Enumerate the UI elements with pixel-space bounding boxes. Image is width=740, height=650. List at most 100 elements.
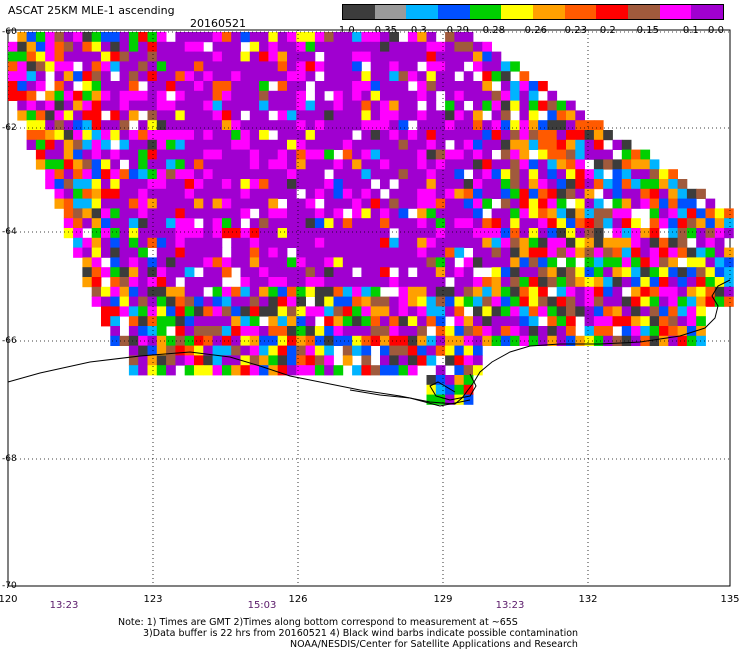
data-cell [389, 90, 399, 101]
data-cell [659, 179, 669, 190]
data-cell [296, 179, 306, 190]
data-cell [128, 218, 139, 229]
data-cell [287, 120, 297, 131]
data-cell [528, 208, 539, 219]
data-cell [203, 159, 213, 170]
data-cell [35, 100, 46, 111]
data-cell [221, 198, 232, 209]
data-cell [184, 306, 195, 317]
data-cell [473, 355, 483, 366]
data-cell [203, 277, 213, 288]
data-cell [389, 355, 399, 366]
data-cell [705, 237, 716, 248]
data-cell [417, 277, 427, 288]
data-cell [156, 61, 167, 72]
data-cell [649, 286, 660, 297]
data-cell [649, 267, 660, 278]
data-cell [305, 179, 316, 190]
data-cell [175, 247, 186, 258]
data-cell [63, 51, 74, 62]
data-cell [91, 257, 102, 268]
data-cell [575, 188, 585, 199]
data-cell [296, 218, 306, 229]
data-cell [426, 277, 437, 288]
data-cell [473, 306, 483, 317]
data-cell [249, 90, 260, 101]
data-cell [212, 159, 223, 170]
data-cell [370, 228, 381, 239]
data-cell [221, 208, 232, 219]
data-cell [166, 139, 176, 150]
data-cell [500, 237, 511, 248]
data-cell [259, 100, 269, 111]
data-cell [668, 306, 678, 317]
data-cell [73, 110, 83, 121]
data-cell [370, 335, 381, 346]
data-cell [621, 326, 632, 337]
data-cell [184, 169, 195, 180]
data-cell [249, 228, 260, 239]
data-cell [417, 51, 427, 62]
data-cell [370, 188, 381, 199]
data-cell [649, 208, 660, 219]
data-cell [324, 267, 334, 278]
data-cell [398, 237, 409, 248]
data-cell [705, 257, 716, 268]
data-cell [463, 365, 474, 376]
data-cell [184, 61, 195, 72]
data-cell [287, 130, 297, 141]
data-cell [73, 169, 83, 180]
data-cell [147, 257, 158, 268]
data-cell [407, 355, 418, 366]
data-cell [380, 120, 390, 131]
data-cell [212, 277, 223, 288]
data-cell [556, 188, 567, 199]
data-cell [538, 247, 548, 258]
data-cell [333, 198, 344, 209]
data-cell [110, 169, 120, 180]
data-cell [566, 110, 576, 121]
data-cell [305, 139, 316, 150]
data-cell [454, 228, 465, 239]
data-cell [361, 130, 372, 141]
data-cell [342, 198, 353, 209]
data-cell [528, 218, 539, 229]
data-cell [370, 316, 381, 327]
data-cell [296, 296, 306, 307]
data-cell [686, 286, 697, 297]
data-cell [203, 100, 213, 111]
data-cell [621, 247, 632, 258]
data-cell [175, 306, 186, 317]
data-cell [212, 71, 223, 82]
data-cell [305, 188, 316, 199]
data-cell [649, 257, 660, 268]
data-cell [454, 32, 465, 43]
data-cell [435, 316, 446, 327]
data-cell [426, 375, 437, 386]
data-cell [119, 286, 130, 297]
data-cell [454, 345, 465, 356]
data-cell [8, 71, 18, 82]
data-cell [407, 198, 418, 209]
data-cell [575, 218, 585, 229]
data-cell [491, 267, 502, 278]
data-cell [631, 218, 641, 229]
data-cell [324, 335, 334, 346]
data-cell [584, 267, 595, 278]
data-cell [203, 71, 213, 82]
data-cell [714, 296, 725, 307]
data-cell [101, 286, 111, 297]
data-cell [519, 120, 530, 131]
data-cell [91, 228, 102, 239]
data-cell [333, 120, 344, 131]
data-cell [194, 61, 204, 72]
data-cell [398, 149, 409, 160]
data-cell [156, 32, 167, 43]
data-cell [519, 188, 530, 199]
data-cell [500, 169, 511, 180]
data-cell [659, 257, 669, 268]
data-cell [603, 306, 613, 317]
data-cell [259, 218, 269, 229]
data-cell [538, 120, 548, 131]
data-cell [705, 267, 716, 278]
